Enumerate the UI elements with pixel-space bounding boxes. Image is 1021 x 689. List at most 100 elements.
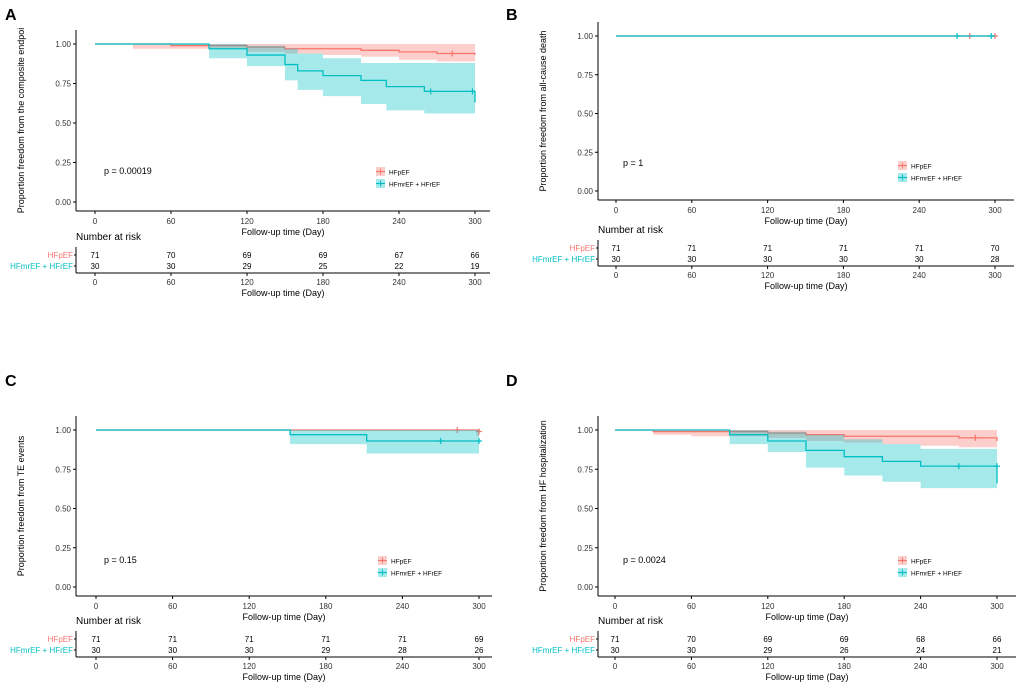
risk-count: 69 — [319, 251, 328, 260]
panel-b: B0.000.250.500.751.000 60 120 180 240 300Foll… — [506, 7, 1014, 291]
panel-c: C0.000.250.500.751.000 60 120 180 240 300Foll… — [5, 373, 492, 682]
risk-count: 30 — [687, 255, 696, 264]
risk-x-tick-label: 300 — [990, 662, 1004, 671]
x-tick-label: 240 — [392, 217, 406, 226]
x-tick-label: 120 — [240, 217, 254, 226]
risk-x-axis-label: Follow-up time (Day) — [765, 672, 848, 682]
x-tick-label: 60 — [168, 602, 177, 611]
risk-row-label: HFpEF — [570, 244, 595, 253]
panel-d: D0.000.250.500.751.000 60 120 180 240 300Foll… — [506, 373, 1016, 682]
x-tick-label: 240 — [913, 206, 927, 215]
y-axis-label: Proportion freedom from TE events — [16, 435, 26, 576]
y-tick-label: 0.25 — [55, 544, 71, 553]
x-tick-label: 180 — [319, 602, 333, 611]
risk-count: 30 — [168, 646, 177, 655]
risk-count: 26 — [840, 646, 849, 655]
risk-count: 70 — [167, 251, 176, 260]
x-tick-label: 60 — [687, 206, 696, 215]
risk-count: 71 — [915, 244, 924, 253]
risk-count: 22 — [395, 262, 404, 271]
censor-mark — [427, 88, 434, 95]
y-tick-label: 0.25 — [55, 159, 71, 168]
y-tick-label: 1.00 — [577, 32, 593, 41]
ci-band-hfpef — [95, 44, 475, 65]
y-tick-label: 1.00 — [55, 426, 71, 435]
risk-count: 71 — [612, 244, 621, 253]
risk-count: 29 — [321, 646, 330, 655]
x-tick-label: 120 — [761, 602, 775, 611]
risk-count: 24 — [916, 646, 925, 655]
risk-count: 25 — [319, 262, 328, 271]
risk-x-tick-label: 120 — [240, 278, 254, 287]
risk-count: 30 — [612, 255, 621, 264]
risk-row-label: HFmrEF + HFrEF — [532, 255, 595, 264]
y-tick-label: 0.00 — [577, 583, 593, 592]
x-tick-label: 0 — [614, 206, 619, 215]
survival-curve-hfmref — [95, 43, 476, 103]
censor-mark — [476, 437, 482, 444]
censor-mark — [994, 463, 1000, 470]
x-tick-label: 0 — [93, 217, 98, 226]
risk-row-label: HFpEF — [570, 635, 595, 644]
risk-count: 71 — [321, 635, 330, 644]
risk-x-tick-label: 60 — [168, 662, 177, 671]
x-tick-label: 60 — [687, 602, 696, 611]
risk-x-tick-label: 0 — [94, 662, 99, 671]
risk-table-title: Number at risk — [598, 616, 664, 627]
y-tick-label: 0.75 — [55, 465, 71, 474]
ci-band-hfmref — [95, 44, 475, 114]
risk-row-label: HFmrEF + HFrEF — [10, 646, 73, 655]
risk-count: 71 — [91, 251, 100, 260]
panel-letter: B — [506, 7, 518, 24]
legend-label: HFpEF — [391, 559, 412, 566]
risk-count: 30 — [839, 255, 848, 264]
x-tick-label: 180 — [316, 217, 330, 226]
x-tick-label: 60 — [167, 217, 176, 226]
censor-mark — [955, 463, 962, 470]
risk-x-tick-label: 60 — [687, 271, 696, 280]
y-tick-label: 0.50 — [55, 119, 71, 128]
p-value: p = 0.00019 — [104, 166, 152, 176]
x-axis-label: Follow-up time (Day) — [241, 227, 324, 237]
risk-count: 67 — [395, 251, 404, 260]
risk-x-tick-label: 300 — [468, 278, 482, 287]
x-tick-label: 240 — [396, 602, 410, 611]
risk-x-tick-label: 180 — [837, 271, 851, 280]
p-value: p = 0.15 — [104, 555, 137, 565]
risk-count: 69 — [840, 635, 849, 644]
risk-row-label: HFmrEF + HFrEF — [10, 262, 73, 271]
risk-x-tick-label: 240 — [913, 271, 927, 280]
ci-band-hfmref — [615, 430, 997, 489]
risk-count: 71 — [92, 635, 101, 644]
legend-label: HFmrEF + HFrEF — [911, 176, 962, 183]
risk-x-tick-label: 60 — [167, 278, 176, 287]
risk-count: 30 — [92, 646, 101, 655]
risk-x-tick-label: 180 — [838, 662, 852, 671]
x-tick-label: 240 — [914, 602, 928, 611]
censor-mark — [454, 427, 461, 433]
risk-count: 69 — [475, 635, 484, 644]
risk-x-tick-label: 180 — [316, 278, 330, 287]
survival-curve-hfpef — [95, 43, 476, 56]
x-tick-label: 0 — [613, 602, 618, 611]
x-tick-label: 120 — [761, 206, 775, 215]
risk-count: 71 — [611, 635, 620, 644]
risk-x-tick-label: 240 — [914, 662, 928, 671]
legend-label: HFpEF — [389, 170, 410, 177]
y-tick-label: 0.25 — [577, 148, 593, 157]
x-axis-label: Follow-up time (Day) — [764, 216, 847, 226]
risk-x-tick-label: 120 — [761, 662, 775, 671]
risk-x-tick-label: 0 — [614, 271, 619, 280]
risk-count: 71 — [763, 244, 772, 253]
y-tick-label: 1.00 — [577, 426, 593, 435]
legend-label: HFpEF — [911, 559, 932, 566]
risk-x-axis-label: Follow-up time (Day) — [764, 281, 847, 291]
ci-band-hfpef — [615, 430, 997, 449]
x-tick-label: 120 — [243, 602, 257, 611]
x-tick-label: 0 — [94, 602, 99, 611]
risk-x-axis-label: Follow-up time (Day) — [241, 288, 324, 298]
risk-table-title: Number at risk — [76, 616, 142, 627]
risk-count: 66 — [993, 635, 1002, 644]
risk-count: 30 — [245, 646, 254, 655]
